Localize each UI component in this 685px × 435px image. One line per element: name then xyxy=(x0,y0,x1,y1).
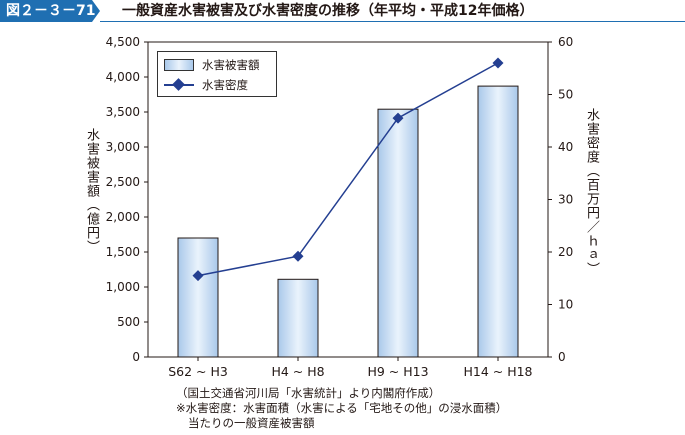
plot-area: 05001,0001,5002,0002,5003,0003,5004,0004… xyxy=(106,35,574,379)
bar xyxy=(377,108,419,358)
y-left-tick-label: 3,500 xyxy=(106,105,140,119)
y-axis-right-label: 水害密度（百万円／ｈａ） xyxy=(584,108,599,276)
chart-canvas: 05001,0001,5002,0002,5003,0003,5004,0004… xyxy=(106,35,574,379)
note-source: （国土交通省河川局「水害統計」より内閣府作成） xyxy=(176,386,441,400)
y-left-tick-label: 1,500 xyxy=(106,245,140,259)
y-right-tick-label: 50 xyxy=(558,88,573,102)
legend-line-label: 水害密度 xyxy=(202,78,248,92)
y-right-tick-label: 0 xyxy=(558,350,566,364)
note-definition-cont: 当たりの一般資産被害額 xyxy=(188,416,315,430)
density-point xyxy=(292,250,304,262)
density-point xyxy=(192,270,204,282)
legend-bar-label: 水害被害額 xyxy=(202,58,260,72)
y-left-tick-label: 4,500 xyxy=(106,35,140,49)
figure-title: 一般資産水害被害及び水害密度の推移（年平均・平成12年価格） xyxy=(122,3,534,19)
y-left-tick-label: 0 xyxy=(132,350,140,364)
y-right-tick-label: 40 xyxy=(558,140,573,154)
y-axis-left-label: 水害被害額（億円） xyxy=(84,128,99,254)
figure-header: 図２－３－71 一般資産水害被害及び水害密度の推移（年平均・平成12年価格） xyxy=(0,0,685,22)
y-right-tick-label: 30 xyxy=(558,193,573,207)
y-right-tick-label: 60 xyxy=(558,35,573,49)
header-rule xyxy=(100,21,685,22)
y-right-tick-label: 10 xyxy=(558,298,573,312)
y-left-tick-label: 3,000 xyxy=(106,140,140,154)
figure-number-tag: 図２－３－71 xyxy=(0,0,100,22)
legend: 水害被害額 水害密度 xyxy=(157,51,277,97)
y-right-tick-label: 20 xyxy=(558,245,573,259)
y-left-tick-label: 500 xyxy=(117,315,140,329)
x-tick-label: H9 ~ H13 xyxy=(367,364,428,379)
x-tick-label: H14 ~ H18 xyxy=(463,364,532,379)
density-point xyxy=(492,57,504,69)
note-definition: ※水害密度：水害面積（水害による「宅地その他」の浸水面積） xyxy=(176,401,508,415)
source-notes: （国土交通省河川局「水害統計」より内閣府作成） ※水害密度：水害面積（水害による… xyxy=(176,386,507,431)
y-left-tick-label: 4,000 xyxy=(106,70,140,84)
legend-bar-swatch xyxy=(164,59,194,71)
y-left-tick-label: 2,500 xyxy=(106,175,140,189)
bar xyxy=(477,85,519,358)
bar xyxy=(277,278,319,358)
bar xyxy=(177,237,219,358)
y-left-tick-label: 1,000 xyxy=(106,280,140,294)
density-line xyxy=(197,62,499,277)
y-left-tick-label: 2,000 xyxy=(106,210,140,224)
diamond-marker-icon xyxy=(172,78,185,91)
density-point xyxy=(392,112,404,124)
x-tick-label: H4 ~ H8 xyxy=(271,364,324,379)
x-tick-label: S62 ~ H3 xyxy=(168,364,228,379)
